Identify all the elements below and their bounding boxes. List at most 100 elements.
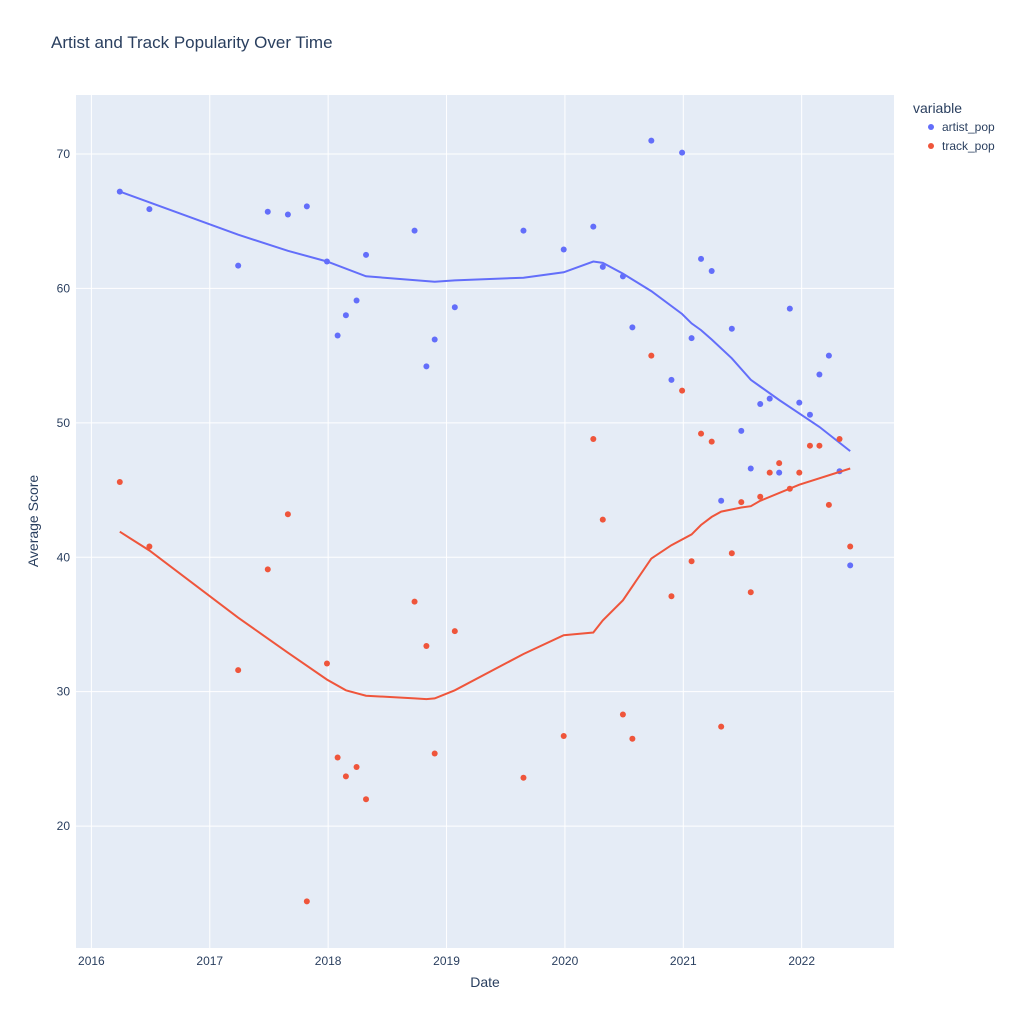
artist_pop-point	[599, 263, 606, 270]
artist_pop-point	[235, 262, 242, 269]
grid	[76, 95, 894, 948]
x-tick-labels: 2016 2017 2018 2019 2020 2021 2022	[78, 954, 815, 968]
track_pop-point	[786, 485, 793, 492]
track_pop-point	[766, 469, 773, 476]
artist_pop-trendline	[119, 190, 851, 452]
track_pop-point	[363, 796, 370, 803]
artist_pop-point	[688, 335, 695, 342]
track_pop-point	[836, 435, 843, 442]
artist_pop-point	[146, 206, 153, 213]
artist_pop-point	[648, 137, 655, 144]
track_pop-point	[451, 628, 458, 635]
artist_pop-point	[284, 211, 291, 218]
track_pop-trendline	[119, 467, 851, 701]
artist_pop-point	[116, 188, 123, 195]
artist_pop-point	[520, 227, 527, 234]
series-track_pop	[116, 352, 854, 905]
track_pop-point	[619, 711, 626, 718]
artist_pop-point	[738, 427, 745, 434]
track_pop-point	[303, 898, 310, 905]
y-tick-label: 40	[57, 550, 71, 564]
artist_pop-point	[560, 246, 567, 253]
chart-title: Artist and Track Popularity Over Time	[51, 33, 333, 52]
artist_pop-point	[411, 227, 418, 234]
track_pop-point	[796, 469, 803, 476]
plot-area	[76, 95, 894, 948]
artist_pop-point	[353, 297, 360, 304]
track_pop-point	[757, 493, 764, 500]
y-tick-labels: 20 30 40 50 60 70	[57, 147, 71, 833]
artist_pop-point	[796, 399, 803, 406]
track_pop-point	[342, 773, 349, 780]
traces	[116, 137, 854, 905]
artist_pop-point	[825, 352, 832, 359]
track_pop-point	[599, 516, 606, 523]
track_pop-point	[423, 642, 430, 649]
artist_pop-point	[264, 208, 271, 215]
track_pop-point	[825, 501, 832, 508]
artist_pop-point	[806, 411, 813, 418]
legend-label-track_pop: track_pop	[942, 139, 995, 153]
track_pop-point	[323, 660, 330, 667]
artist_pop-point	[431, 336, 438, 343]
artist_pop-point	[847, 562, 854, 569]
track_pop-point	[718, 723, 725, 730]
artist_pop-point	[668, 376, 675, 383]
legend-marker-artist_pop	[928, 124, 934, 130]
artist_pop-point	[757, 401, 764, 408]
x-tick-label: 2020	[552, 954, 579, 968]
x-tick-label: 2022	[788, 954, 815, 968]
x-tick-label: 2017	[196, 954, 223, 968]
artist_pop-point	[816, 371, 823, 378]
series-artist_pop	[116, 137, 854, 569]
artist_pop-point	[766, 395, 773, 402]
track_pop-point	[668, 593, 675, 600]
artist_pop-point	[718, 497, 725, 504]
artist_pop-point	[698, 255, 705, 262]
legend-title: variable	[913, 100, 962, 116]
artist_pop-point	[629, 324, 636, 331]
track_pop-point	[816, 442, 823, 449]
track_pop-point	[334, 754, 341, 761]
artist_pop-point	[708, 267, 715, 274]
artist_pop-point	[679, 149, 686, 156]
artist_pop-point	[342, 312, 349, 319]
y-tick-label: 30	[57, 685, 71, 699]
artist_pop-point	[451, 304, 458, 311]
legend-marker-track_pop	[928, 143, 934, 149]
x-tick-label: 2019	[433, 954, 460, 968]
track_pop-point	[146, 543, 153, 550]
track_pop-point	[431, 750, 438, 757]
artist_pop-point	[776, 469, 783, 476]
x-tick-label: 2018	[315, 954, 342, 968]
artist_pop-point	[303, 203, 310, 210]
legend: variable artist_pop track_pop	[913, 100, 995, 153]
y-tick-label: 60	[57, 281, 71, 295]
y-tick-label: 50	[57, 416, 71, 430]
track_pop-point	[738, 499, 745, 506]
track_pop-point	[411, 598, 418, 605]
track_pop-point	[590, 435, 597, 442]
track_pop-point	[847, 543, 854, 550]
artist_pop-point	[323, 258, 330, 265]
track_pop-point	[264, 566, 271, 573]
track_pop-point	[520, 774, 527, 781]
track_pop-point	[116, 478, 123, 485]
track_pop-point	[353, 763, 360, 770]
track_pop-point	[728, 550, 735, 557]
y-tick-label: 70	[57, 147, 71, 161]
track_pop-point	[648, 352, 655, 359]
legend-label-artist_pop: artist_pop	[942, 120, 995, 134]
track_pop-point	[747, 589, 754, 596]
track_pop-point	[688, 558, 695, 565]
y-axis-label: Average Score	[25, 475, 41, 568]
track_pop-point	[235, 667, 242, 674]
x-tick-label: 2016	[78, 954, 105, 968]
artist_pop-point	[747, 465, 754, 472]
artist_pop-point	[334, 332, 341, 339]
x-axis-label: Date	[470, 974, 500, 990]
track_pop-point	[776, 460, 783, 467]
artist_pop-point	[423, 363, 430, 370]
track_pop-point	[629, 735, 636, 742]
